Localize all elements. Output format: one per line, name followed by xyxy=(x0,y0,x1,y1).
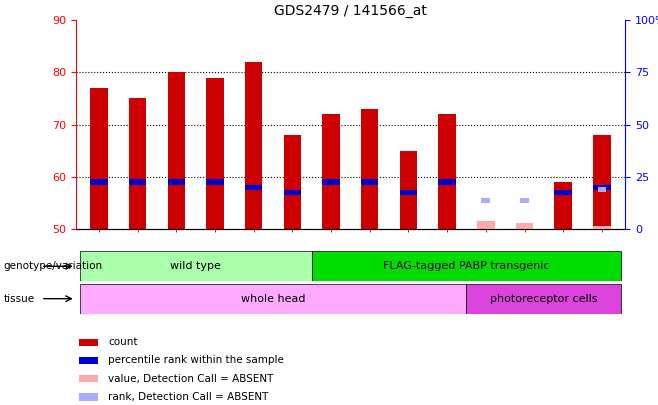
Bar xyxy=(516,223,533,229)
Bar xyxy=(312,251,621,281)
Bar xyxy=(245,62,263,229)
Bar xyxy=(361,109,378,229)
Text: count: count xyxy=(108,337,138,347)
Text: percentile rank within the sample: percentile rank within the sample xyxy=(108,356,284,365)
Bar xyxy=(593,135,611,229)
Bar xyxy=(438,114,456,229)
Title: GDS2479 / 141566_at: GDS2479 / 141566_at xyxy=(274,4,427,18)
Bar xyxy=(555,190,572,195)
Text: rank, Detection Call = ABSENT: rank, Detection Call = ABSENT xyxy=(108,392,268,402)
Bar xyxy=(90,179,108,185)
Text: wild type: wild type xyxy=(170,261,221,271)
Bar xyxy=(129,98,146,229)
Bar xyxy=(168,179,185,185)
Bar xyxy=(322,114,340,229)
Bar xyxy=(467,284,621,314)
Text: FLAG-tagged PABP transgenic: FLAG-tagged PABP transgenic xyxy=(383,261,549,271)
Bar xyxy=(361,179,378,185)
Bar xyxy=(245,185,263,190)
Bar xyxy=(206,179,224,185)
Bar xyxy=(129,179,146,185)
Bar xyxy=(399,190,417,195)
Bar xyxy=(80,284,467,314)
Text: genotype/variation: genotype/variation xyxy=(3,262,103,271)
Text: tissue: tissue xyxy=(3,294,34,304)
Bar xyxy=(80,251,312,281)
Bar xyxy=(399,151,417,229)
Text: value, Detection Call = ABSENT: value, Detection Call = ABSENT xyxy=(108,374,274,384)
Bar xyxy=(593,185,611,190)
Bar xyxy=(597,187,606,192)
Bar xyxy=(206,78,224,229)
Bar xyxy=(477,221,495,229)
Bar xyxy=(322,179,340,185)
Bar xyxy=(482,198,490,203)
Bar xyxy=(168,72,185,229)
Bar xyxy=(593,226,611,229)
Bar xyxy=(438,179,456,185)
Text: whole head: whole head xyxy=(241,294,305,304)
Text: photoreceptor cells: photoreceptor cells xyxy=(490,294,597,304)
Bar xyxy=(520,198,529,203)
Bar xyxy=(555,182,572,229)
Bar xyxy=(284,135,301,229)
Bar xyxy=(284,190,301,195)
Bar xyxy=(90,88,108,229)
